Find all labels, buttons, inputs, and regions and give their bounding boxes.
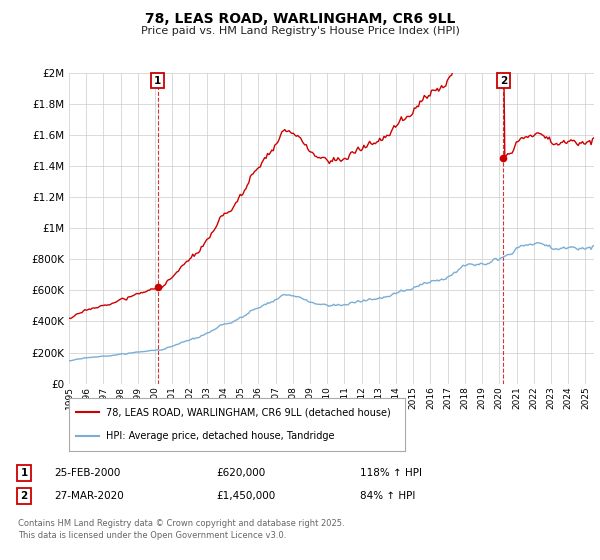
Text: £1,450,000: £1,450,000: [216, 491, 275, 501]
Text: 25-FEB-2000: 25-FEB-2000: [54, 468, 121, 478]
Text: Price paid vs. HM Land Registry's House Price Index (HPI): Price paid vs. HM Land Registry's House …: [140, 26, 460, 36]
Text: £620,000: £620,000: [216, 468, 265, 478]
Text: 78, LEAS ROAD, WARLINGHAM, CR6 9LL: 78, LEAS ROAD, WARLINGHAM, CR6 9LL: [145, 12, 455, 26]
Text: 27-MAR-2020: 27-MAR-2020: [54, 491, 124, 501]
Text: 1: 1: [154, 76, 161, 86]
Text: 84% ↑ HPI: 84% ↑ HPI: [360, 491, 415, 501]
Text: 2: 2: [20, 491, 28, 501]
Text: 1: 1: [20, 468, 28, 478]
Text: Contains HM Land Registry data © Crown copyright and database right 2025.
This d: Contains HM Land Registry data © Crown c…: [18, 519, 344, 540]
Text: 2: 2: [500, 76, 507, 86]
Text: 78, LEAS ROAD, WARLINGHAM, CR6 9LL (detached house): 78, LEAS ROAD, WARLINGHAM, CR6 9LL (deta…: [106, 408, 391, 418]
Text: HPI: Average price, detached house, Tandridge: HPI: Average price, detached house, Tand…: [106, 431, 334, 441]
Text: 118% ↑ HPI: 118% ↑ HPI: [360, 468, 422, 478]
